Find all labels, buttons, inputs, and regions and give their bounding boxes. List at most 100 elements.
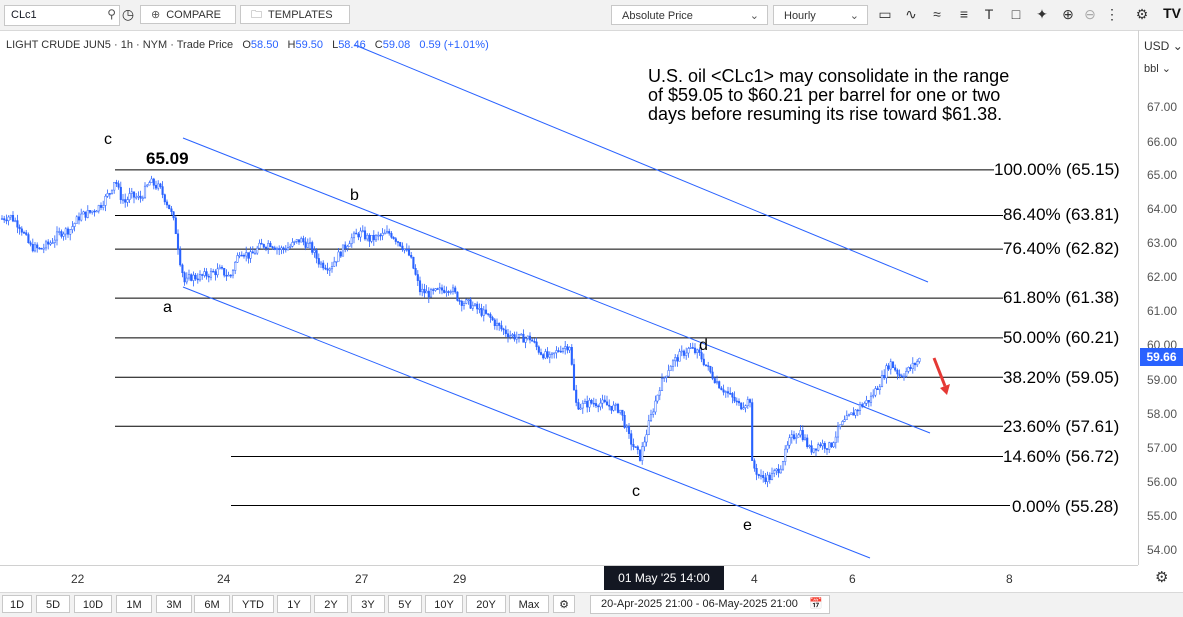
candle-body	[718, 381, 721, 389]
candle-body	[165, 201, 169, 206]
candle-body	[722, 389, 725, 393]
candle-body	[110, 189, 114, 194]
candle-body	[711, 371, 714, 379]
range-5y[interactable]: 5Y	[388, 595, 422, 613]
range-3m[interactable]: 3M	[156, 595, 192, 613]
low-label: L	[332, 39, 339, 51]
candle-body	[575, 389, 578, 403]
candle-body	[410, 254, 413, 258]
wave-icon[interactable]: ≈	[933, 6, 941, 22]
chevron-down-icon: ⌄	[1161, 63, 1171, 75]
symbol-search-input[interactable]: CLc1 ⚲	[4, 5, 120, 26]
indicators-icon[interactable]: ∿	[905, 6, 917, 22]
pattern-icon[interactable]: ✦	[1036, 6, 1048, 22]
range-2y[interactable]: 2Y	[314, 595, 348, 613]
candle-body	[161, 186, 164, 195]
range-10y[interactable]: 10Y	[425, 595, 463, 613]
range-max[interactable]: Max	[509, 595, 549, 613]
candle-body	[852, 412, 855, 416]
candle-body	[286, 247, 290, 251]
candle-body	[69, 229, 72, 235]
candle-body	[720, 387, 723, 391]
candle-body	[511, 334, 514, 336]
settings-icon[interactable]: ⚙	[1135, 6, 1149, 22]
candle-body	[861, 404, 864, 407]
zoom-in-icon[interactable]: ⊕	[1062, 6, 1074, 22]
price-chart[interactable]	[0, 0, 1138, 565]
price-axis[interactable]	[1138, 30, 1183, 565]
candle-body	[234, 262, 237, 271]
candle-body	[878, 386, 881, 391]
currency-select[interactable]: USD ⌄	[1144, 39, 1183, 53]
range-5d[interactable]: 5D	[36, 595, 70, 613]
candle-body	[680, 350, 683, 353]
more-icon[interactable]: ⋮	[1105, 6, 1119, 22]
fib-label-23: 23.60% (57.61)	[1003, 417, 1120, 437]
top-toolbar: CLc1 ⚲ ◷ ⊕ COMPARE 🗀 TEMPLATES Absolute Pr…	[0, 0, 1183, 31]
fib-label-14: 14.60% (56.72)	[1003, 447, 1120, 467]
candle-body	[744, 405, 747, 408]
candle-body	[654, 400, 657, 413]
candle-body	[696, 349, 699, 354]
date-tick: 6	[849, 572, 856, 586]
price-tick: 62.00	[1147, 270, 1178, 284]
candle-body	[885, 365, 888, 379]
candle-body	[645, 434, 648, 443]
candle-body	[82, 211, 85, 215]
range-6m[interactable]: 6M	[194, 595, 230, 613]
candle-body	[9, 215, 12, 218]
date-range-input[interactable]: 20-Apr-2025 21:00 - 06-May-2025 21:00 📅	[590, 595, 830, 614]
range-10d[interactable]: 10D	[74, 595, 112, 613]
candles-icon[interactable]: ▭	[878, 6, 892, 22]
candle-body	[436, 288, 439, 290]
fib-icon[interactable]: ≡	[959, 6, 969, 22]
zoom-out-icon[interactable]: ⊖	[1084, 6, 1096, 22]
open-label: O	[242, 39, 251, 51]
candle-body	[361, 230, 364, 232]
range-ytd[interactable]: YTD	[232, 595, 274, 613]
time-axis[interactable]	[0, 565, 1138, 592]
candle-body	[506, 333, 510, 338]
axis-settings-icon[interactable]: ⚙	[1155, 569, 1169, 586]
candle-body	[42, 247, 45, 250]
clock-icon[interactable]: ◷	[121, 6, 135, 22]
candle-body	[192, 274, 195, 281]
date-tick: 27	[355, 572, 369, 586]
candle-body	[713, 378, 716, 384]
candle-body	[484, 309, 488, 314]
candle-body	[36, 244, 39, 249]
candle-body	[839, 424, 842, 427]
unit-select[interactable]: bbl ⌄	[1144, 62, 1171, 75]
interval-select[interactable]: Hourly ⌄	[773, 5, 868, 25]
range-1y[interactable]: 1Y	[277, 595, 311, 613]
range-settings-icon[interactable]: ⚙	[553, 595, 575, 613]
wave-label-b: b	[350, 187, 359, 204]
open-value: 58.50	[250, 39, 279, 51]
candle-body	[297, 239, 301, 243]
range-20y[interactable]: 20Y	[466, 595, 506, 613]
candle-body	[407, 249, 411, 256]
candle-body	[916, 361, 919, 366]
candle-body	[559, 350, 562, 353]
candle-body	[742, 407, 745, 410]
close-label: C	[374, 39, 383, 51]
candle-body	[715, 381, 719, 384]
change-value: 0.59 (+1.01%)	[419, 39, 489, 51]
templates-button[interactable]: 🗀 TEMPLATES	[240, 5, 350, 24]
range-3y[interactable]: 3Y	[351, 595, 385, 613]
shape-icon[interactable]: □	[1011, 6, 1021, 22]
candle-body	[482, 309, 485, 316]
range-1m[interactable]: 1M	[116, 595, 152, 613]
candle-body	[352, 232, 356, 239]
price-mode-select[interactable]: Absolute Price ⌄	[611, 5, 768, 25]
candle-body	[55, 231, 59, 241]
compare-button[interactable]: ⊕ COMPARE	[140, 5, 236, 24]
text-tool-icon[interactable]: T	[984, 6, 994, 22]
candle-body	[456, 291, 459, 301]
candle-body	[284, 248, 287, 251]
candle-body	[304, 241, 307, 248]
candle-body	[891, 361, 895, 368]
candle-body	[751, 402, 754, 461]
candle-body	[887, 365, 890, 370]
range-1d[interactable]: 1D	[2, 595, 32, 613]
